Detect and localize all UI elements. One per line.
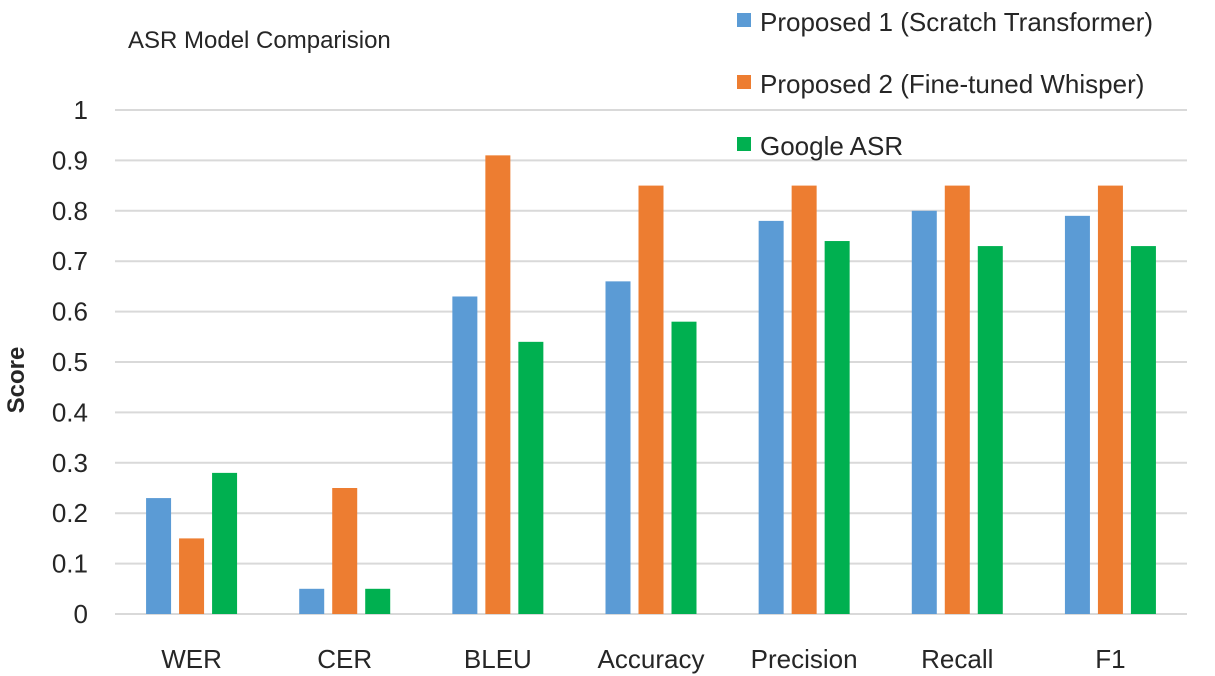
x-tick-label: Recall	[921, 644, 993, 674]
legend-label: Proposed 2 (Fine-tuned Whisper)	[760, 69, 1144, 99]
chart-title: ASR Model Comparision	[128, 27, 391, 54]
legend-label: Proposed 1 (Scratch Transformer)	[760, 7, 1153, 37]
y-tick-label: 0.8	[52, 196, 88, 226]
bar-accuracy-series-2	[638, 185, 664, 614]
bar-recall-series-1	[911, 210, 937, 615]
bar-f1-series-2	[1097, 185, 1123, 614]
bar-f1-series-3	[1130, 246, 1156, 614]
y-axis-label: Score	[3, 347, 30, 414]
y-tick-label: 0	[74, 599, 88, 629]
bar-accuracy-series-3	[671, 321, 697, 614]
bar-wer-series-1	[146, 498, 172, 614]
y-tick-label: 0.5	[52, 347, 88, 377]
x-tick-label: Accuracy	[598, 644, 705, 674]
x-tick-label: F1	[1095, 644, 1125, 674]
legend-swatch	[737, 137, 751, 151]
x-tick-label: CER	[317, 644, 372, 674]
y-tick-label: 0.9	[52, 145, 88, 175]
x-tick-label: BLEU	[464, 644, 532, 674]
legend-label: Google ASR	[760, 131, 903, 161]
bar-precision-series-1	[758, 220, 784, 614]
bar-wer-series-3	[212, 472, 238, 614]
y-tick-label: 0.3	[52, 448, 88, 478]
y-tick-label: 0.7	[52, 246, 88, 276]
bar-wer-series-2	[179, 538, 205, 614]
y-tick-label: 0.4	[52, 397, 88, 427]
bar-precision-series-2	[791, 185, 817, 614]
legend-swatch	[737, 75, 751, 89]
bar-bleu-series-3	[518, 341, 544, 614]
bar-recall-series-2	[944, 185, 970, 614]
bar-precision-series-3	[824, 241, 850, 615]
legend-swatch	[737, 13, 751, 27]
y-tick-label: 1	[74, 95, 88, 125]
bar-accuracy-series-1	[605, 281, 631, 614]
bar-cer-series-3	[365, 588, 391, 614]
bar-cer-series-1	[299, 588, 325, 614]
x-tick-label: WER	[161, 644, 222, 674]
bar-recall-series-3	[977, 246, 1003, 614]
bar-f1-series-1	[1064, 215, 1090, 614]
y-tick-label: 0.2	[52, 498, 88, 528]
bar-bleu-series-2	[485, 155, 511, 615]
bar-bleu-series-1	[452, 296, 478, 614]
y-tick-label: 0.6	[52, 297, 88, 327]
x-tick-label: Precision	[751, 644, 858, 674]
bar-cer-series-2	[332, 488, 358, 614]
y-tick-label: 0.1	[52, 549, 88, 579]
